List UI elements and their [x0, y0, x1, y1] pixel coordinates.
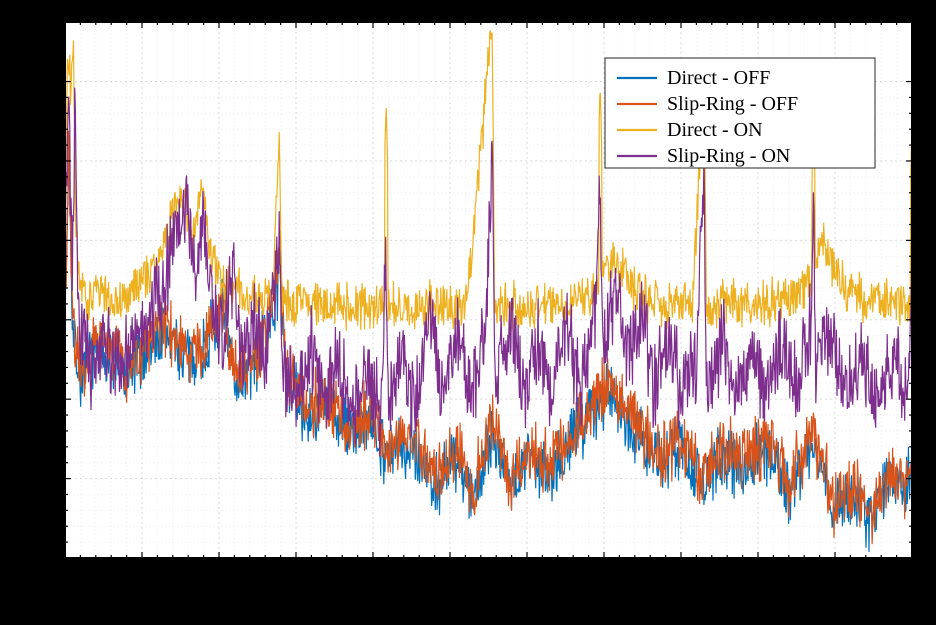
legend-label: Direct - ON: [667, 119, 763, 141]
legend-label: Direct - OFF: [667, 67, 770, 89]
legend-label: Slip-Ring - ON: [667, 145, 790, 167]
spectrum-chart: Direct - OFF Slip-Ring - OFF Direct - ON Sl…: [0, 0, 936, 625]
legend: Direct - OFF Slip-Ring - OFF Direct - ON Sl…: [605, 58, 875, 168]
legend-label: Slip-Ring - OFF: [667, 93, 798, 115]
chart-svg: Direct - OFF Slip-Ring - OFF Direct - ON Sl…: [0, 0, 936, 625]
